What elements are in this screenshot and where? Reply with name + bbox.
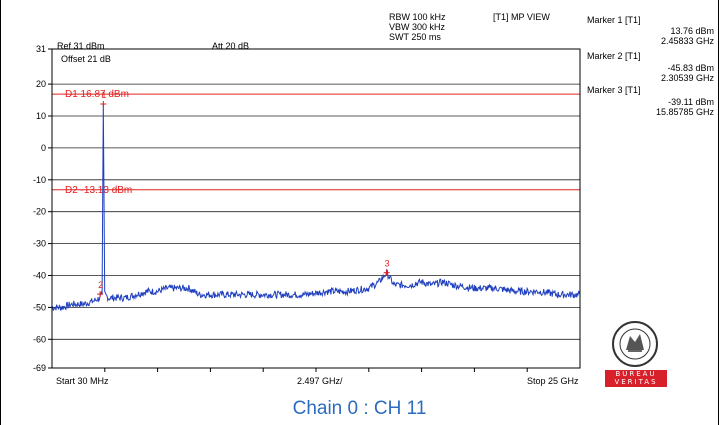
chart-caption: Chain 0 : CH 11 xyxy=(292,398,427,419)
y-tick-label: 10 xyxy=(36,111,46,121)
spectrum-trace xyxy=(51,103,581,312)
marker-2-label: 2 xyxy=(98,280,103,290)
marker-2-freq: 2.30539 GHz xyxy=(660,73,714,83)
swt-label: SWT 250 ms xyxy=(389,32,441,42)
frame-left-border xyxy=(0,0,1,425)
start-frequency-label: Start 30 MHz xyxy=(56,376,109,386)
y-tick-label: -40 xyxy=(33,270,46,280)
logo-text-veritas: VERITAS xyxy=(614,378,658,386)
logo-text-bureau: BUREAU xyxy=(615,370,657,378)
span-per-division-label: 2.497 GHz/ xyxy=(297,376,343,386)
display-line-label-2: D2 -13.13 dBm xyxy=(65,185,132,196)
marker-1-label: Marker 1 [T1] xyxy=(587,15,641,25)
marker-2-label: Marker 2 [T1] xyxy=(587,51,641,61)
y-tick-label: -20 xyxy=(33,207,46,217)
plot-border xyxy=(51,48,581,369)
marker-1-freq: 2.45833 GHz xyxy=(660,36,714,46)
y-tick-labels: 31 20 10 0 -10 -20 -30 -40 -50 -60 -69 xyxy=(33,44,46,373)
y-tick-label: -50 xyxy=(33,302,46,312)
vbw-label: VBW 300 kHz xyxy=(389,22,446,32)
display-line-label-1: D1 16.87 dBm xyxy=(65,89,129,100)
y-tick-label: 31 xyxy=(36,44,46,54)
marker-3-freq: 15.85785 GHz xyxy=(655,107,714,117)
trace-mode-label: [T1] MP VIEW xyxy=(493,12,550,22)
bureau-veritas-logo-bar: BUREAU VERITAS xyxy=(605,370,667,387)
attenuation-label: Att 20 dB xyxy=(212,41,250,51)
marker-points: 1 2 3 xyxy=(97,90,390,298)
y-tick-label: 0 xyxy=(41,143,46,153)
display-lines: D1 16.87 dBm D2 -13.13 dBm xyxy=(52,89,580,196)
y-tick-label: -69 xyxy=(33,363,46,373)
y-tick-label: 20 xyxy=(36,79,46,89)
y-tick-label: -60 xyxy=(33,334,46,344)
marker-2-level: -45.83 dBm xyxy=(667,63,714,73)
y-tick-label: -30 xyxy=(33,239,46,249)
marker-1-label: 1 xyxy=(101,90,106,100)
rbw-label: RBW 100 kHz xyxy=(389,12,446,22)
marker-3-label: Marker 3 [T1] xyxy=(587,85,641,95)
ref-level-label: Ref 31 dBm xyxy=(57,41,105,51)
offset-label: Offset 21 dB xyxy=(61,54,111,64)
marker-3-label: 3 xyxy=(385,259,390,269)
bureau-veritas-seal-icon xyxy=(612,321,658,367)
marker-3-level: -39.11 dBm xyxy=(668,97,714,107)
marker-1-level: 13.76 dBm xyxy=(670,26,714,36)
y-tick-label: -10 xyxy=(33,175,46,185)
stop-frequency-label: Stop 25 GHz xyxy=(527,376,579,386)
